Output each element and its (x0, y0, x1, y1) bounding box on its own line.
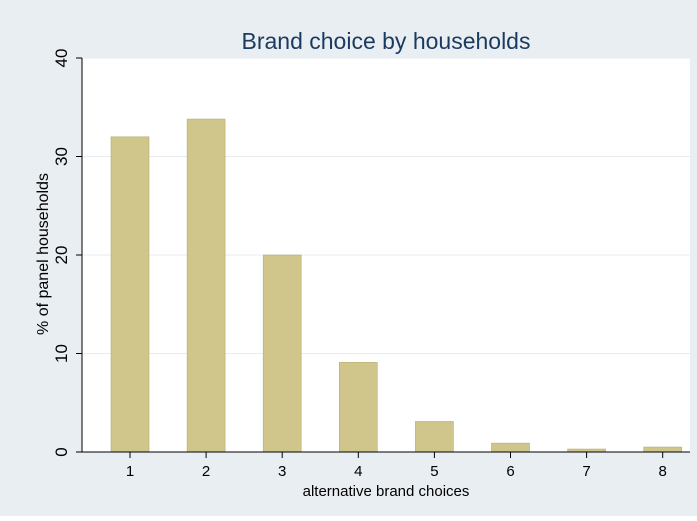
bar (491, 442, 530, 453)
y-tick-label: 30 (52, 147, 71, 166)
x-tick-label: 1 (126, 463, 134, 480)
y-ticks: 0 10 20 30 40 (52, 49, 82, 457)
x-tick-label: 5 (430, 463, 438, 480)
bar (186, 118, 226, 453)
x-ticks: 1 2 3 4 5 6 7 8 (126, 452, 667, 480)
bar (338, 362, 378, 453)
bar (643, 446, 683, 453)
x-tick-label: 2 (202, 463, 210, 480)
gridlines (82, 57, 690, 354)
y-tick-label: 40 (52, 49, 71, 68)
x-tick-label: 4 (354, 463, 362, 480)
chart-title: Brand choice by households (242, 28, 531, 54)
y-tick-label: 10 (52, 344, 71, 363)
bars (110, 118, 683, 453)
bar (262, 254, 302, 453)
x-tick-label: 6 (506, 463, 514, 480)
y-tick-label: 20 (52, 246, 71, 265)
y-axis-label: % of panel households (35, 173, 52, 335)
y-tick-label: 0 (52, 447, 71, 456)
bar (110, 136, 150, 453)
x-axis-label: alternative brand choices (303, 483, 470, 500)
bar (415, 421, 454, 453)
x-tick-label: 7 (582, 463, 590, 480)
x-tick-label: 3 (278, 463, 286, 480)
x-tick-label: 8 (659, 463, 667, 480)
